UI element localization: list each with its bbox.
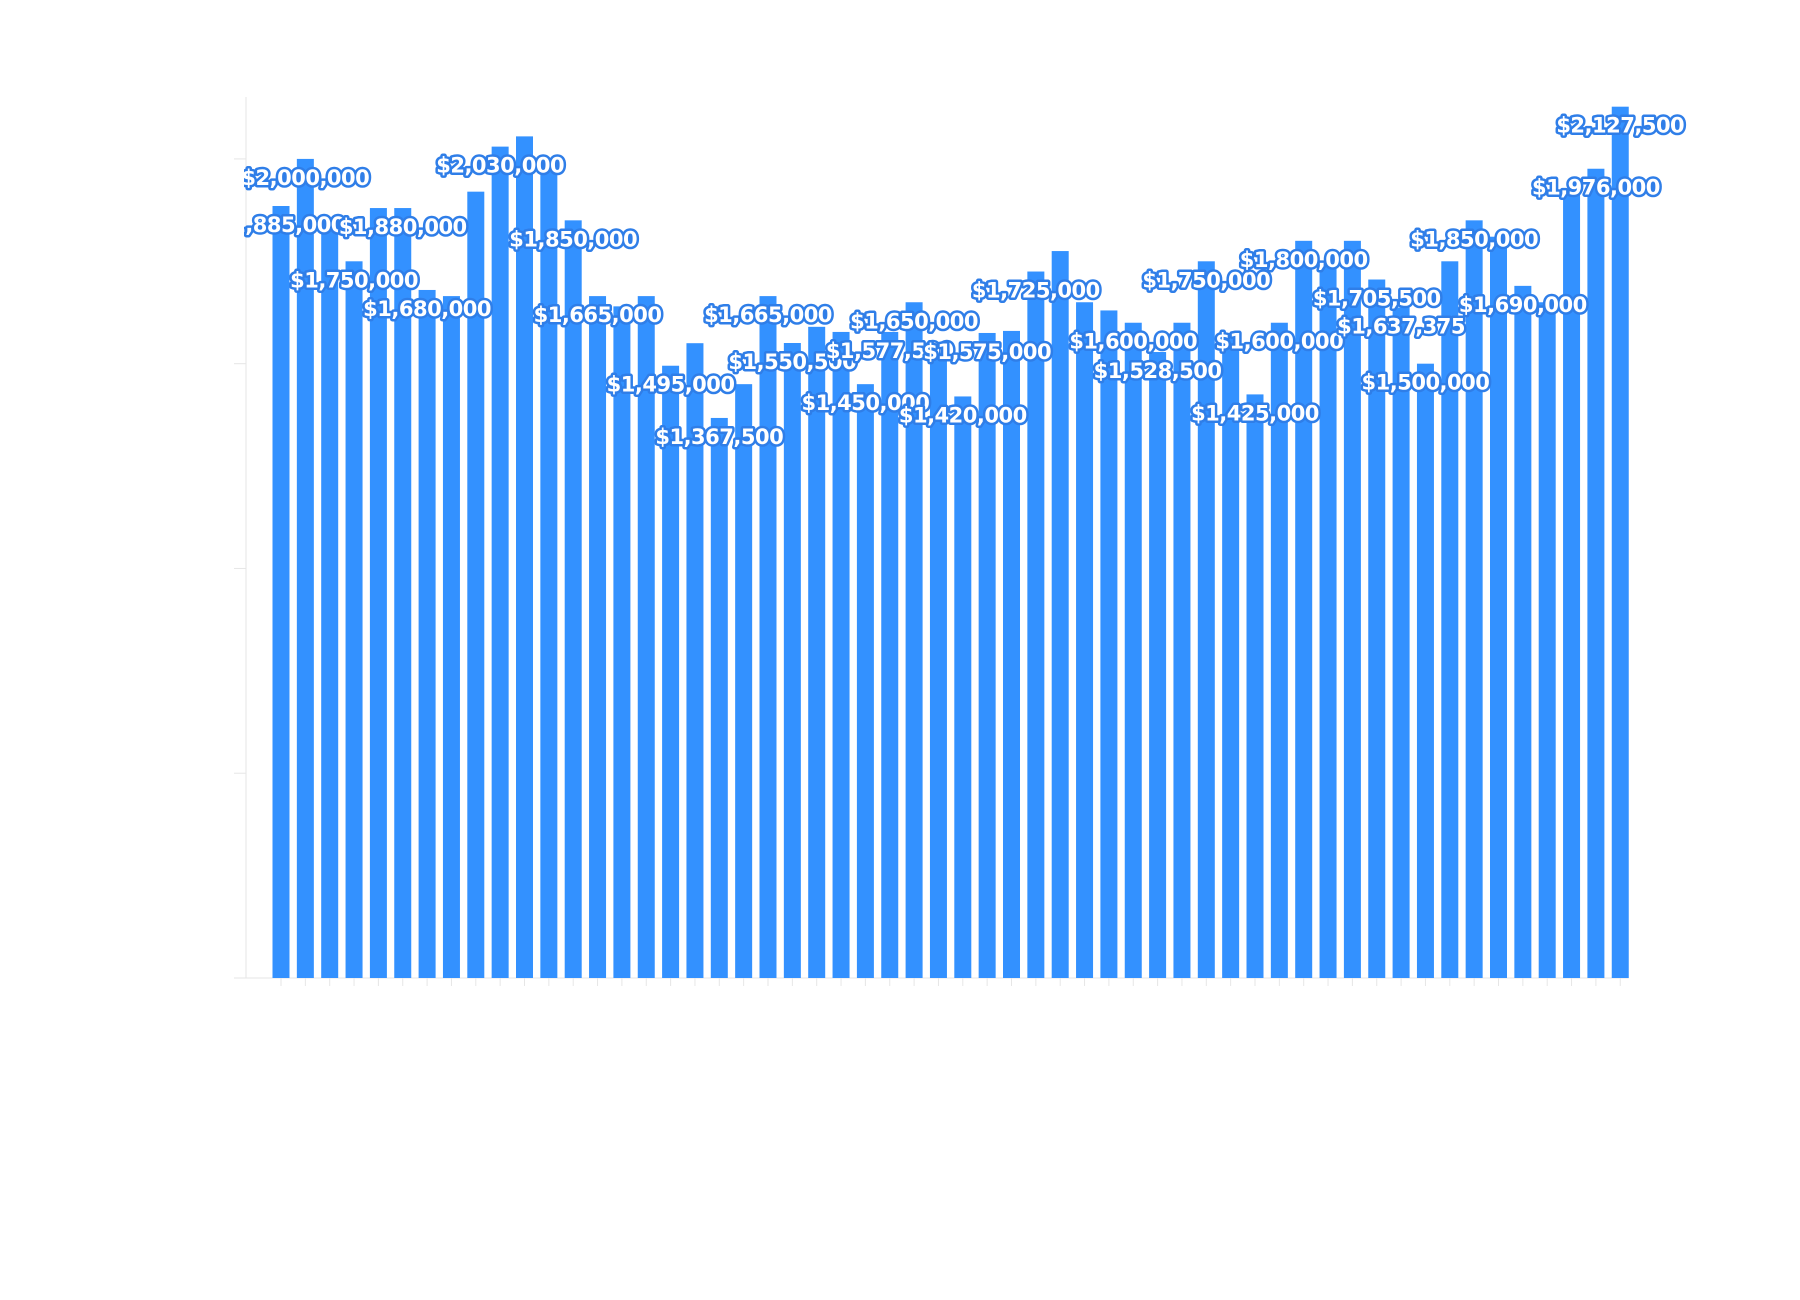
- bar: [1295, 240, 1313, 978]
- bar: [662, 365, 680, 979]
- data-label: $1,850,000: [509, 227, 637, 251]
- bar: [905, 302, 923, 978]
- bar: [832, 331, 850, 978]
- bar: [1490, 236, 1507, 979]
- bar: [272, 206, 290, 978]
- data-label: $2,030,000: [436, 154, 564, 178]
- data-label: $1,665,000: [704, 303, 832, 327]
- bar: [564, 220, 582, 979]
- data-label: $1,637,375: [1337, 314, 1465, 338]
- data-label: $1,500,000: [1362, 371, 1490, 395]
- data-label: $1,600,000: [1215, 330, 1343, 354]
- data-label: $1,750,000: [1142, 268, 1270, 292]
- data-label: $1,450,000: [801, 391, 929, 415]
- bar: [929, 343, 947, 978]
- data-labels: $1,885,000 $2,000,000 $1,750,000 $1,880,000…: [217, 111, 1687, 451]
- bar: [1051, 251, 1069, 978]
- bar: [418, 289, 436, 979]
- bar: [442, 296, 460, 978]
- data-label: $1,885,000: [217, 213, 345, 237]
- data-label: $1,680,000: [363, 297, 491, 321]
- bar: [1222, 332, 1240, 979]
- bar: [1392, 307, 1410, 978]
- bar: [808, 326, 826, 978]
- bar: [516, 136, 533, 978]
- data-label: $1,600,000: [1069, 330, 1197, 354]
- bars: [272, 106, 1629, 979]
- bar: [978, 332, 996, 979]
- data-label: $1,425,000: [1191, 401, 1319, 425]
- bar: [1197, 261, 1215, 978]
- bar: [1416, 363, 1434, 978]
- bar: [491, 146, 509, 978]
- data-label: $1,495,000: [607, 373, 735, 397]
- data-label: $1,550,500: [728, 350, 856, 374]
- data-label: $1,690,000: [1459, 293, 1587, 317]
- data-label: $1,367,500: [655, 425, 783, 449]
- data-label: $1,528,500: [1094, 359, 1222, 383]
- bar: [394, 208, 412, 979]
- bar: [613, 306, 631, 979]
- data-label: $1,850,000: [1410, 227, 1538, 251]
- bar: [1587, 168, 1605, 979]
- data-label: $1,880,000: [339, 215, 467, 239]
- data-label: $1,725,000: [972, 279, 1100, 303]
- bar: [1465, 220, 1483, 979]
- data-label: $1,750,000: [290, 268, 418, 292]
- bar: [1173, 322, 1191, 979]
- bar: [345, 261, 363, 978]
- data-label: $1,650,000: [850, 309, 978, 333]
- bar: [296, 158, 314, 978]
- bar: [1076, 302, 1094, 978]
- data-label: $1,577,500: [826, 339, 954, 363]
- data-label: $1,575,000: [923, 340, 1051, 364]
- bar: [1319, 265, 1337, 978]
- bar: [1343, 240, 1361, 978]
- bar: [1246, 394, 1264, 978]
- bar: [881, 331, 899, 978]
- bar: [856, 384, 874, 978]
- bar: [321, 224, 339, 978]
- bar: [735, 384, 753, 978]
- bar: [710, 417, 728, 978]
- bar: [1514, 285, 1532, 978]
- bar: [783, 343, 801, 978]
- bar: [954, 396, 972, 978]
- data-label: $1,976,000: [1532, 176, 1660, 200]
- data-label: $2,127,500: [1556, 114, 1684, 138]
- data-label: $1,665,000: [534, 303, 662, 327]
- bar: [1124, 322, 1142, 979]
- bar: [1441, 261, 1459, 978]
- bar: [1149, 352, 1167, 978]
- data-label: $1,800,000: [1240, 248, 1368, 272]
- bar: [1563, 193, 1581, 979]
- data-label: $2,000,000: [241, 166, 369, 190]
- data-label: $1,420,000: [899, 403, 1027, 427]
- bar: [467, 191, 485, 979]
- bar: [686, 343, 704, 978]
- bar: [637, 296, 655, 978]
- bar: [1368, 279, 1386, 978]
- bar: [759, 296, 777, 978]
- bar: [1027, 271, 1045, 978]
- bar: [1003, 330, 1020, 978]
- data-label: $1,705,500: [1313, 287, 1441, 311]
- bar: [1100, 310, 1118, 978]
- bar: [1538, 302, 1556, 978]
- bar: [1270, 322, 1288, 979]
- bar: [369, 208, 387, 979]
- bar: [589, 296, 607, 978]
- bar: [540, 167, 558, 979]
- bar: [1611, 106, 1629, 978]
